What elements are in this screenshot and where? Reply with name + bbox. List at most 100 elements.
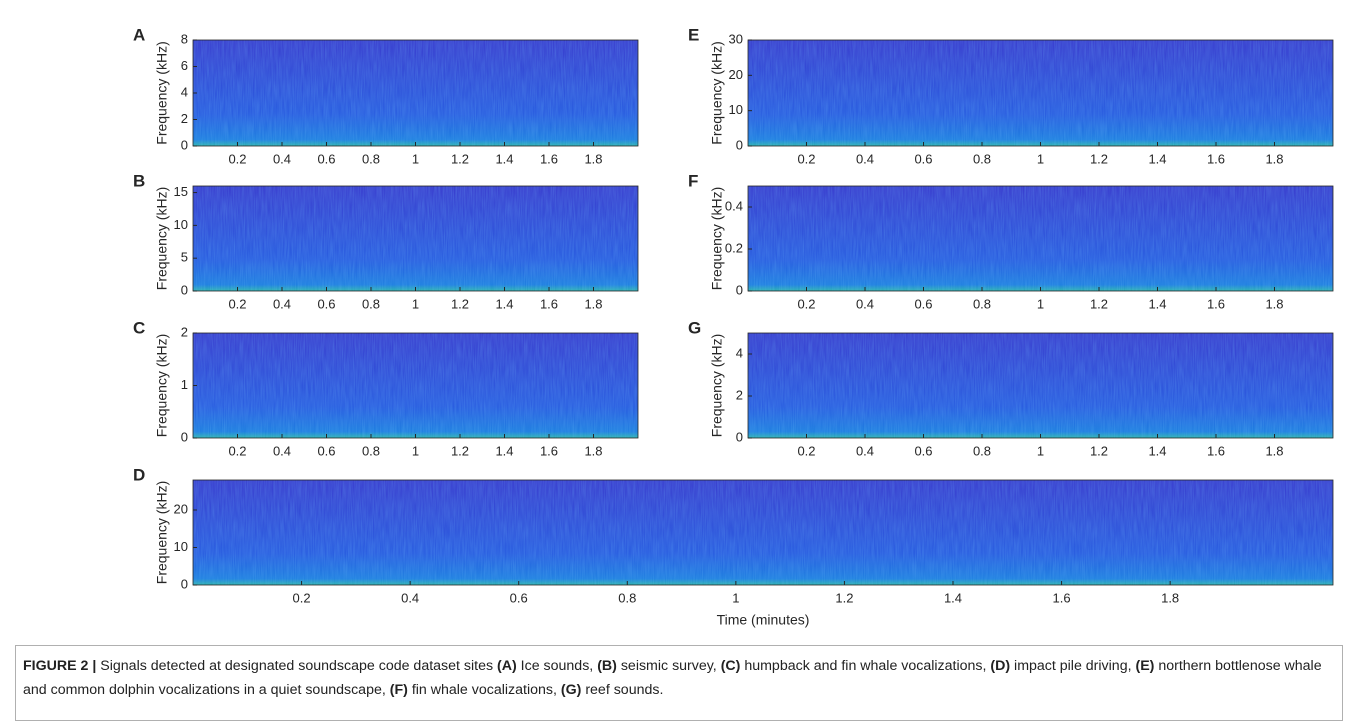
spectrogram-noise bbox=[193, 480, 1333, 585]
y-tick-label: 15 bbox=[174, 184, 188, 199]
x-tick-label: 1.8 bbox=[584, 296, 602, 311]
x-tick-label: 0.4 bbox=[856, 296, 874, 311]
x-tick-label: 1.6 bbox=[1207, 296, 1225, 311]
spectrogram-noise bbox=[193, 40, 638, 146]
caption-segment: (F) bbox=[389, 682, 408, 698]
y-tick-label: 10 bbox=[174, 217, 188, 232]
y-tick-label: 6 bbox=[181, 58, 188, 73]
x-tick-label: 1.2 bbox=[451, 443, 469, 458]
x-tick-label: 1.8 bbox=[1161, 590, 1179, 605]
y-axis-label: Frequency (kHz) bbox=[709, 187, 725, 290]
x-tick-label: 1 bbox=[1037, 443, 1044, 458]
y-tick-label: 4 bbox=[736, 345, 743, 360]
x-tick-label: 1.2 bbox=[835, 590, 853, 605]
x-tick-label: 0.6 bbox=[914, 151, 932, 166]
x-tick-label: 1.8 bbox=[1265, 296, 1283, 311]
spectrogram-noise bbox=[193, 333, 638, 438]
caption-segment: Signals detected at designated soundscap… bbox=[96, 658, 498, 674]
caption-segment: (C) bbox=[720, 658, 741, 674]
spectrogram-noise bbox=[748, 40, 1333, 146]
plot-frame bbox=[192, 479, 1334, 586]
spectrogram-noise bbox=[748, 333, 1333, 438]
y-axis-label: Frequency (kHz) bbox=[154, 41, 170, 144]
x-tick-label: 0.8 bbox=[362, 296, 380, 311]
y-tick-label: 20 bbox=[174, 501, 188, 516]
x-tick-label: 1.6 bbox=[540, 443, 558, 458]
x-tick-label: 1.2 bbox=[1090, 443, 1108, 458]
panel-label: D bbox=[133, 465, 145, 484]
x-tick-label: 0.6 bbox=[317, 296, 335, 311]
x-tick-label: 0.2 bbox=[228, 296, 246, 311]
x-tick-label: 1 bbox=[412, 443, 419, 458]
x-tick-label: 0.2 bbox=[797, 151, 815, 166]
x-tick-label: 0.6 bbox=[317, 443, 335, 458]
caption-segment: (G) bbox=[560, 682, 582, 698]
y-tick-label: 2 bbox=[181, 324, 188, 339]
x-tick-label: 1.4 bbox=[495, 443, 513, 458]
x-tick-label: 1.6 bbox=[540, 151, 558, 166]
x-tick-label: 0.2 bbox=[228, 443, 246, 458]
x-tick-label: 1 bbox=[412, 151, 419, 166]
y-axis-label: Frequency (kHz) bbox=[709, 41, 725, 144]
caption-segment: (D) bbox=[990, 658, 1011, 674]
y-tick-label: 10 bbox=[729, 102, 743, 117]
x-tick-label: 0.6 bbox=[510, 590, 528, 605]
y-tick-label: 1 bbox=[181, 377, 188, 392]
y-tick-label: 4 bbox=[181, 84, 188, 99]
x-tick-label: 1.4 bbox=[944, 590, 962, 605]
x-tick-label: 0.4 bbox=[273, 296, 291, 311]
y-axis-label: Frequency (kHz) bbox=[154, 187, 170, 290]
caption-segment: northern bottlenose whale and common dol… bbox=[23, 658, 1322, 698]
y-tick-label: 0 bbox=[736, 429, 743, 444]
x-tick-label: 1.4 bbox=[495, 296, 513, 311]
x-tick-label: 0.6 bbox=[914, 296, 932, 311]
y-tick-label: 5 bbox=[181, 250, 188, 265]
spectrogram-noise bbox=[193, 186, 638, 291]
y-axis-label: Frequency (kHz) bbox=[154, 481, 170, 584]
x-tick-label: 1 bbox=[1037, 151, 1044, 166]
caption-segment: humpback and fin whale vocalizations, bbox=[740, 658, 991, 674]
caption-label: FIGURE 2 | bbox=[23, 658, 97, 674]
x-tick-label: 1.4 bbox=[1148, 296, 1166, 311]
y-axis-label: Frequency (kHz) bbox=[154, 334, 170, 437]
x-tick-label: 1 bbox=[732, 590, 739, 605]
y-tick-label: 0.2 bbox=[725, 240, 743, 255]
panel-label: C bbox=[133, 318, 145, 337]
x-tick-label: 0.4 bbox=[856, 151, 874, 166]
caption-segment: impact pile driving, bbox=[1010, 658, 1136, 674]
x-tick-label: 0.4 bbox=[856, 443, 874, 458]
x-tick-label: 0.8 bbox=[618, 590, 636, 605]
y-tick-label: 0 bbox=[181, 429, 188, 444]
x-tick-label: 1.4 bbox=[1148, 151, 1166, 166]
x-tick-label: 0.8 bbox=[362, 151, 380, 166]
x-tick-label: 0.2 bbox=[293, 590, 311, 605]
figure: 0.2 0.4 0.6 0.8 1 1.2 1.4 1.6 1.8 0 2 4 6 8 Frequency … bbox=[133, 25, 1334, 628]
y-tick-label: 0.4 bbox=[725, 198, 743, 213]
x-axis-label: Time (minutes) bbox=[717, 612, 810, 628]
panel-label: B bbox=[133, 171, 145, 190]
x-tick-label: 1 bbox=[412, 296, 419, 311]
x-tick-label: 1.6 bbox=[1053, 590, 1071, 605]
y-tick-label: 0 bbox=[181, 137, 188, 152]
caption-segment: (B) bbox=[597, 658, 617, 674]
spectrogram-noise bbox=[748, 186, 1333, 291]
x-tick-label: 0.8 bbox=[973, 151, 991, 166]
panel-label: A bbox=[133, 25, 145, 44]
y-tick-label: 2 bbox=[181, 111, 188, 126]
x-tick-label: 0.4 bbox=[273, 151, 291, 166]
x-tick-label: 1.6 bbox=[540, 296, 558, 311]
x-tick-label: 1.4 bbox=[1148, 443, 1166, 458]
x-tick-label: 0.6 bbox=[317, 151, 335, 166]
panel-label: G bbox=[688, 318, 701, 337]
y-tick-label: 20 bbox=[729, 67, 743, 82]
x-tick-label: 1.2 bbox=[451, 151, 469, 166]
panel-label: F bbox=[688, 171, 698, 190]
y-tick-label: 30 bbox=[729, 31, 743, 46]
x-tick-label: 1.4 bbox=[495, 151, 513, 166]
x-tick-label: 0.8 bbox=[973, 443, 991, 458]
x-tick-label: 1.8 bbox=[1265, 151, 1283, 166]
y-tick-label: 10 bbox=[174, 539, 188, 554]
caption: FIGURE 2 | Signals detected at designate… bbox=[15, 645, 1343, 721]
x-tick-label: 0.2 bbox=[228, 151, 246, 166]
